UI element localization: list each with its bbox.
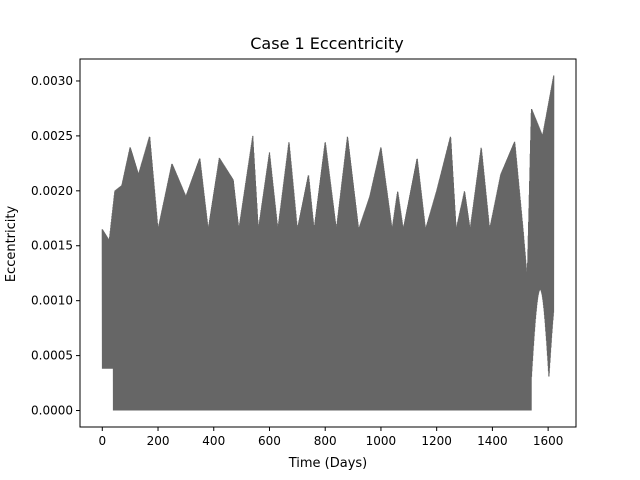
y-tick-label: 0.0005 [31, 349, 73, 363]
y-tick-label: 0.0020 [31, 184, 73, 198]
x-tick-label: 600 [258, 434, 281, 448]
y-tick-label: 0.0000 [31, 404, 73, 418]
chart-title: Case 1 Eccentricity [250, 34, 403, 53]
y-tick-label: 0.0025 [31, 129, 73, 143]
y-tick-label: 0.0010 [31, 294, 73, 308]
x-tick-label: 0 [98, 434, 106, 448]
series-line [101, 75, 555, 411]
x-tick-label: 400 [202, 434, 225, 448]
plot-area [79, 58, 577, 428]
x-tick-label: 1000 [366, 434, 397, 448]
x-tick-label: 1600 [533, 434, 564, 448]
y-tick-label: 0.0015 [31, 239, 73, 253]
y-axis-label: Eccentricity [4, 206, 19, 283]
y-tick-label: 0.0030 [31, 74, 73, 88]
x-tick-label: 800 [314, 434, 337, 448]
axes-frame [79, 58, 577, 428]
x-axis-label: Time (Days) [288, 456, 368, 471]
x-tick-label: 1200 [421, 434, 452, 448]
x-axis: 0 200 400 600 800 1000 1200 1400 1600 [98, 427, 563, 448]
x-tick-label: 1400 [477, 434, 508, 448]
x-tick-label: 200 [147, 434, 170, 448]
y-axis: 0.0000 0.0005 0.0010 0.0015 0.0020 0.0025 0.00… [31, 74, 80, 418]
